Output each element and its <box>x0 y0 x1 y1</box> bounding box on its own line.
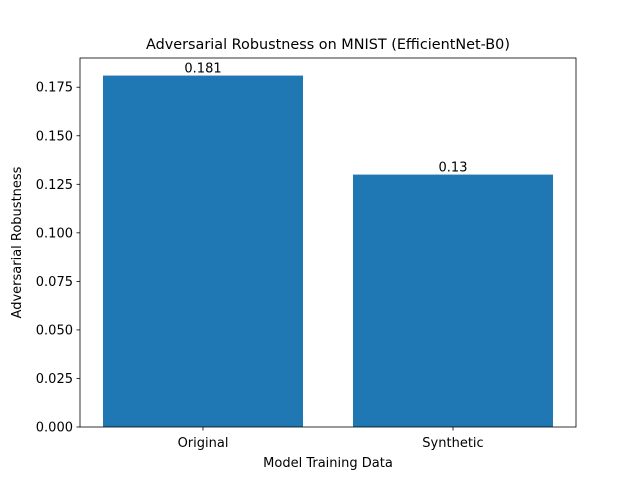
y-tick-label: 0.050 <box>36 323 73 338</box>
y-tick-label: 0.000 <box>36 421 73 436</box>
x-tick-label: Synthetic <box>422 436 483 451</box>
axes-frame <box>79 57 577 428</box>
y-tick-label: 0.100 <box>36 226 73 241</box>
y-tick-label: 0.075 <box>36 275 73 290</box>
chart-title: Adversarial Robustness on MNIST (Efficie… <box>146 37 510 53</box>
bar-synthetic <box>353 174 553 427</box>
data-label-original: 0.181 <box>184 62 221 77</box>
y-tick-label: 0.175 <box>36 81 73 96</box>
y-axis-label: Adversarial Robustness <box>10 166 25 318</box>
bar-original <box>103 75 303 428</box>
data-label-synthetic: 0.13 <box>439 161 468 176</box>
y-tick-label: 0.025 <box>36 372 73 387</box>
y-tick-label: 0.125 <box>36 178 73 193</box>
x-tick-label: Original <box>178 436 229 451</box>
y-tick-label: 0.150 <box>36 129 73 144</box>
x-axis-label: Model Training Data <box>263 456 393 471</box>
